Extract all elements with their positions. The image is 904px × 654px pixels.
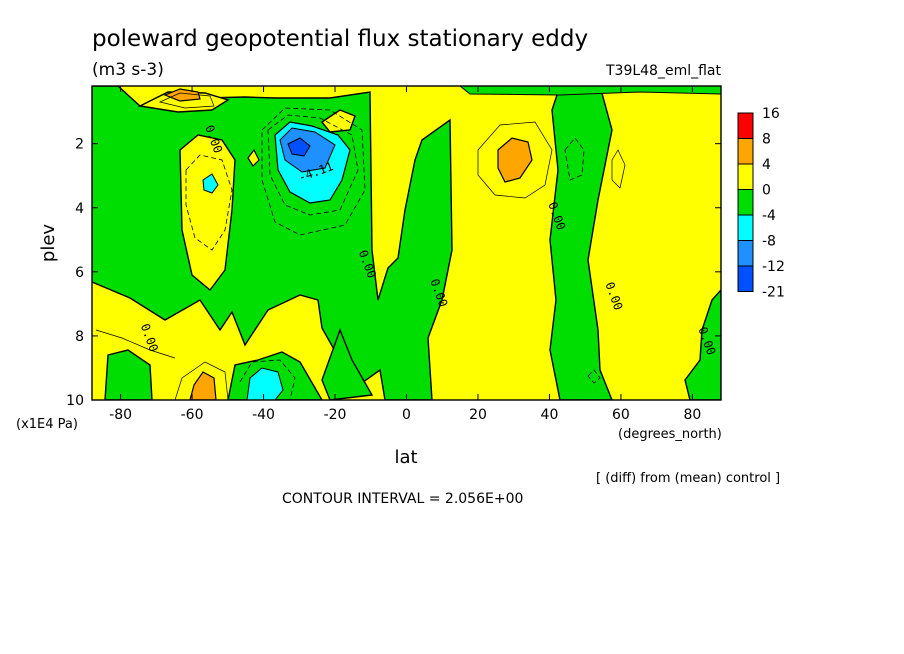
x-tick-label: -80 <box>109 407 132 423</box>
x-tick-label: 40 <box>541 407 559 423</box>
extreme-negative-core <box>287 137 311 157</box>
colorbar: 16 8 4 0 -4 -8 -12 -21 <box>737 106 785 301</box>
dashed-contour <box>185 154 233 251</box>
colorbar-swatch <box>737 265 754 292</box>
y-axis: 2 4 6 8 10 <box>66 137 721 409</box>
dashed-contour <box>267 114 359 216</box>
y-axis-units: (x1E4 Pa) <box>16 417 78 432</box>
colorbar-label: 8 <box>762 132 771 148</box>
contour-field <box>92 86 721 400</box>
x-axis-label: lat <box>394 447 417 468</box>
x-tick-label: -60 <box>181 407 204 423</box>
positive-island-upper-left <box>137 91 230 113</box>
run-label: T39L48_eml_flat <box>605 63 722 79</box>
positive-island-west <box>179 134 236 292</box>
dashed-contour <box>564 137 585 181</box>
y-tick-label: 10 <box>66 393 84 409</box>
footnote: [ (diff) from (mean) control ] <box>596 471 780 486</box>
positive-island-small <box>247 148 260 167</box>
contour-interval: CONTOUR INTERVAL = 2.056E+00 <box>282 491 523 507</box>
x-axis-units: (degrees_north) <box>618 427 722 442</box>
x-tick-label: 60 <box>612 407 630 423</box>
thin-contour <box>477 121 553 199</box>
units-label: (m3 s-3) <box>92 60 164 80</box>
colorbar-swatch <box>737 214 754 241</box>
dashed-contour <box>587 369 601 384</box>
y-tick-label: 4 <box>75 201 84 217</box>
thin-contour <box>95 329 176 359</box>
negative-region-far-east <box>684 288 721 400</box>
negative-region-lower-left <box>104 349 153 400</box>
y-tick-label: 2 <box>75 137 84 153</box>
negative-region-top-strip <box>459 86 721 96</box>
x-tick-label: 80 <box>683 407 701 423</box>
thin-contour <box>174 361 229 400</box>
x-tick-label: -40 <box>252 407 275 423</box>
colorbar-swatch <box>737 138 754 165</box>
positive-island-center <box>320 109 356 133</box>
colorbar-label: -21 <box>762 285 785 301</box>
colorbar-label: 16 <box>762 106 780 122</box>
colorbar-label: 4 <box>762 157 771 173</box>
strong-negative-west <box>202 173 219 194</box>
strong-positive-top <box>163 88 201 102</box>
y-tick-label: 8 <box>75 329 84 345</box>
x-tick-label: -20 <box>324 407 347 423</box>
negative-contours <box>185 107 601 400</box>
colorbar-swatch <box>737 112 754 139</box>
dashed-contour <box>261 107 366 236</box>
dashed-contour <box>239 359 296 400</box>
strong-positive-north <box>497 137 533 183</box>
x-tick-label: 20 <box>469 407 487 423</box>
strong-positive-south <box>189 371 217 400</box>
y-tick-label: 6 <box>75 265 84 281</box>
x-axis: -80 -60 -40 -20 0 20 40 60 80 <box>109 86 701 423</box>
colorbar-swatch <box>737 163 754 190</box>
x-tick-label: 0 <box>402 407 411 423</box>
thin-contour <box>611 149 626 189</box>
colorbar-label: -8 <box>762 234 776 250</box>
colorbar-swatch <box>737 189 754 216</box>
colorbar-swatch <box>737 240 754 267</box>
y-axis-label: plev <box>38 224 59 263</box>
negative-region-lower-center <box>321 328 374 400</box>
thin-contour <box>158 92 215 109</box>
negative-region-east <box>549 86 613 400</box>
chart-title: poleward geopotential flux stationary ed… <box>92 26 588 52</box>
positive-contours <box>95 92 626 400</box>
colorbar-label: -12 <box>762 259 785 275</box>
colorbar-label: 0 <box>762 183 771 199</box>
colorbar-label: -4 <box>762 208 776 224</box>
strong-negative-south <box>246 367 284 400</box>
